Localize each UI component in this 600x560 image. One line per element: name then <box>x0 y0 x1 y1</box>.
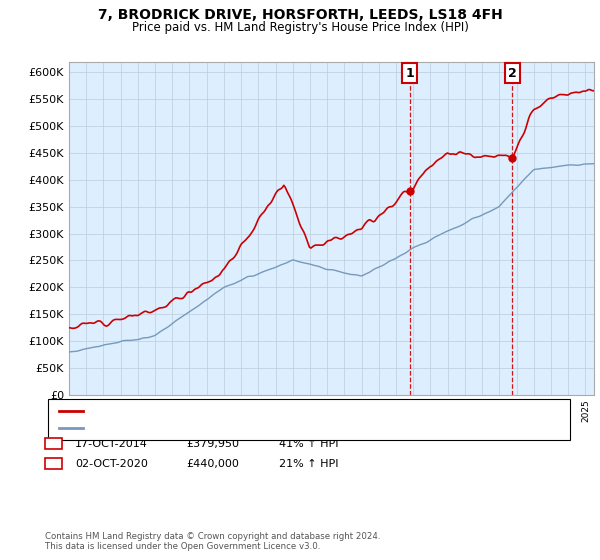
Text: 41% ↑ HPI: 41% ↑ HPI <box>279 438 338 449</box>
Text: HPI: Average price, detached house, Leeds: HPI: Average price, detached house, Leed… <box>87 423 296 433</box>
Text: Price paid vs. HM Land Registry's House Price Index (HPI): Price paid vs. HM Land Registry's House … <box>131 21 469 34</box>
Text: 02-OCT-2020: 02-OCT-2020 <box>75 459 148 469</box>
Text: £379,950: £379,950 <box>186 438 239 449</box>
Text: £440,000: £440,000 <box>186 459 239 469</box>
Text: 2: 2 <box>508 67 517 80</box>
Text: 21% ↑ HPI: 21% ↑ HPI <box>279 459 338 469</box>
Text: 2: 2 <box>49 457 58 470</box>
Text: Contains HM Land Registry data © Crown copyright and database right 2024.
This d: Contains HM Land Registry data © Crown c… <box>45 532 380 552</box>
Text: 7, BRODRICK DRIVE, HORSFORTH, LEEDS, LS18 4FH (detached house): 7, BRODRICK DRIVE, HORSFORTH, LEEDS, LS1… <box>87 405 431 416</box>
Text: 1: 1 <box>406 67 414 80</box>
Text: 7, BRODRICK DRIVE, HORSFORTH, LEEDS, LS18 4FH: 7, BRODRICK DRIVE, HORSFORTH, LEEDS, LS1… <box>98 8 502 22</box>
Text: 1: 1 <box>49 437 58 450</box>
Text: 17-OCT-2014: 17-OCT-2014 <box>75 438 148 449</box>
